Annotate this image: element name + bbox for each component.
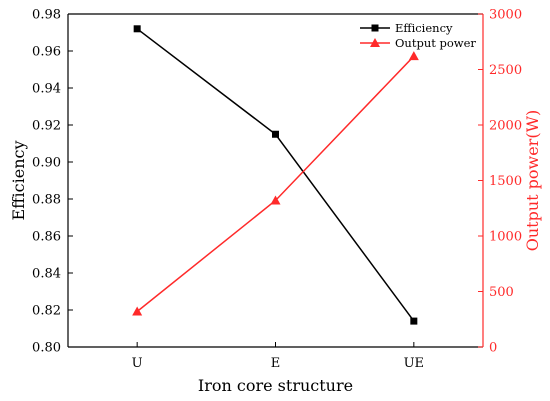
right-y-tick-label: 3000: [489, 8, 522, 23]
series-line-1: [136, 55, 415, 313]
left-y-tick-label: 0.98: [32, 8, 61, 23]
legend-triangle-marker: [370, 38, 380, 47]
right-y-axis-title: Output power(W): [523, 110, 542, 252]
left-y-tick-label: 0.84: [32, 267, 61, 282]
right-y-tick-label: 0: [489, 341, 497, 356]
x-tick-label: E: [271, 356, 281, 371]
right-y-tick-label: 1500: [489, 174, 522, 189]
square-marker: [272, 130, 279, 138]
legend-square-marker: [371, 24, 379, 32]
x-tick-label: U: [132, 356, 143, 371]
right-y-tick-label: 500: [489, 285, 514, 300]
left-y-tick-label: 0.92: [32, 119, 61, 134]
legend-label: Output power: [395, 36, 476, 50]
triangle-marker: [132, 306, 143, 316]
right-y-tick-label: 2500: [489, 63, 522, 78]
square-marker: [410, 317, 418, 325]
left-y-tick-label: 0.82: [32, 304, 61, 319]
triangle-marker: [408, 51, 419, 61]
left-y-tick-label: 0.90: [32, 156, 61, 171]
triangle-marker: [270, 195, 281, 205]
right-y-tick-label: 2000: [489, 119, 522, 134]
square-marker: [133, 25, 141, 33]
x-tick-label: UE: [404, 356, 424, 371]
x-axis-title: Iron core structure: [198, 376, 353, 395]
axes-layer: 0.80 0.82 0.84 0.86 0.88 0.90 0.92 0.94 0.96 0.98…: [32, 8, 522, 372]
left-y-axis-title: Efficiency: [9, 140, 28, 220]
legend-label: Efficiency: [395, 21, 453, 35]
left-y-tick-label: 0.86: [32, 230, 61, 245]
series-layer: [132, 25, 419, 325]
left-y-tick-label: 0.94: [32, 82, 61, 97]
right-y-tick-label: 1000: [489, 230, 522, 245]
left-y-tick-label: 0.80: [32, 341, 61, 356]
left-y-tick-label: 0.88: [32, 193, 61, 208]
left-y-tick-label: 0.96: [32, 45, 61, 60]
